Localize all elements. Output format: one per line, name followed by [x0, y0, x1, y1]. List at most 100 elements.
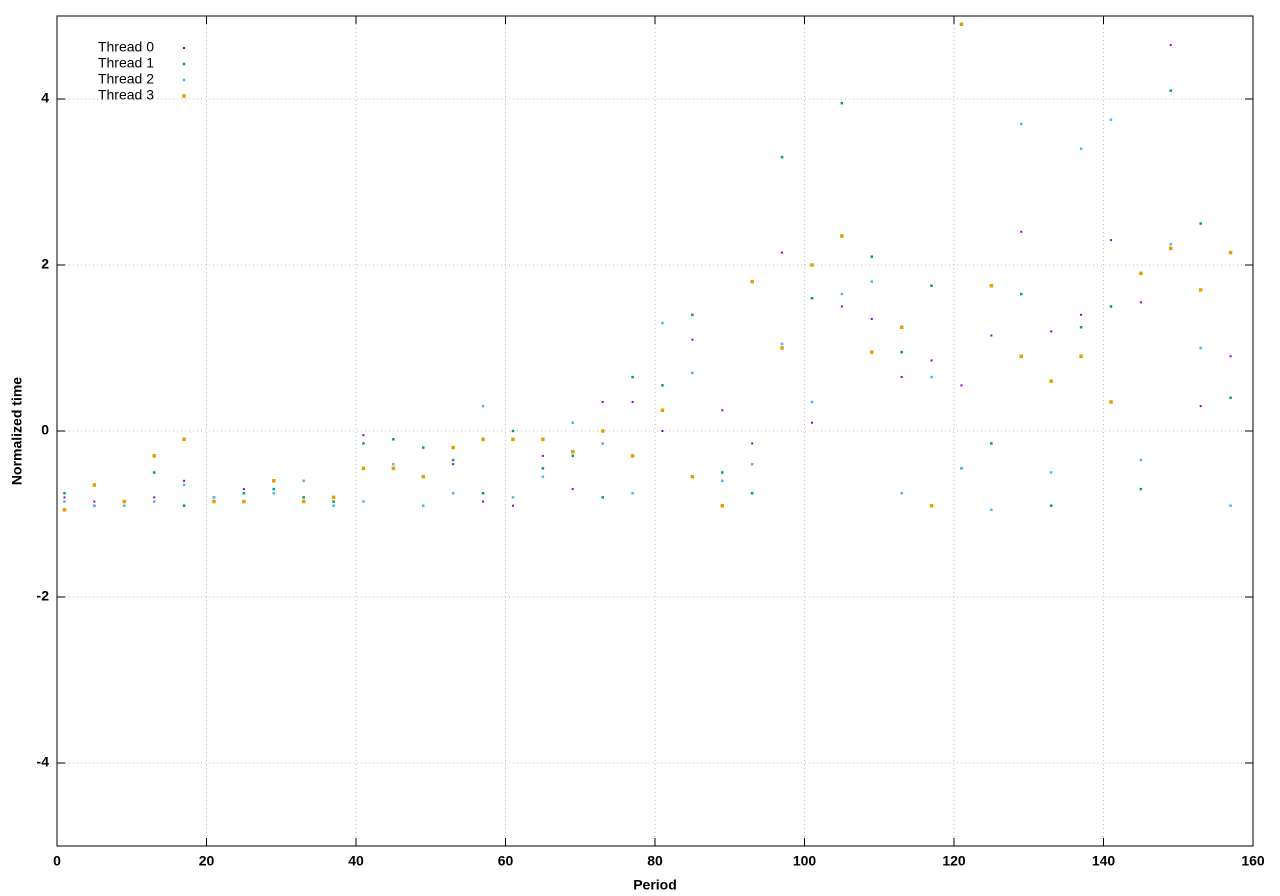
point [781, 251, 784, 254]
point [392, 462, 395, 466]
point [1169, 243, 1173, 246]
point [421, 474, 426, 479]
point [242, 488, 245, 491]
point [631, 375, 634, 379]
point [601, 400, 604, 403]
point [810, 421, 813, 424]
point [451, 458, 455, 462]
point [1049, 471, 1053, 474]
point [959, 22, 964, 27]
point [1228, 250, 1233, 255]
point [1049, 379, 1053, 383]
point [152, 471, 156, 474]
point [840, 234, 844, 238]
point [183, 479, 186, 482]
point [392, 438, 395, 441]
point [302, 496, 305, 499]
point [691, 313, 694, 317]
point [391, 466, 396, 471]
point [1109, 305, 1113, 308]
legend-label: Thread 1 [98, 55, 154, 71]
point [571, 454, 575, 458]
point [301, 499, 306, 504]
point [750, 279, 754, 284]
point [691, 338, 694, 341]
point [751, 442, 754, 445]
point [1139, 301, 1142, 304]
point [571, 450, 575, 454]
point [1109, 239, 1112, 242]
point [1169, 44, 1172, 47]
point [900, 350, 903, 354]
x-tick-label: 100 [793, 853, 817, 869]
legend-label: Thread 3 [98, 87, 154, 103]
legend-marker [182, 78, 186, 82]
point [541, 467, 545, 470]
point [152, 500, 156, 503]
point [541, 454, 544, 457]
point [511, 429, 515, 433]
point [601, 496, 604, 499]
point [362, 500, 365, 503]
point [123, 504, 126, 507]
point [1199, 346, 1202, 350]
point [571, 488, 574, 491]
point [511, 437, 515, 442]
x-tick-label: 120 [942, 853, 966, 869]
point [840, 305, 843, 308]
point [990, 508, 993, 512]
point [929, 503, 934, 508]
point [930, 375, 933, 379]
point [272, 479, 276, 483]
point [721, 409, 724, 412]
x-tick-label: 40 [348, 853, 364, 869]
point [571, 421, 575, 424]
point [721, 471, 724, 474]
point [541, 475, 545, 478]
y-axis-label: Normalized time [9, 377, 25, 485]
point [1139, 458, 1143, 462]
point [661, 430, 664, 432]
point [242, 499, 246, 504]
point [481, 492, 485, 495]
point [870, 350, 874, 354]
point [92, 483, 97, 487]
y-tick-label: 2 [41, 256, 49, 272]
point [153, 496, 156, 499]
point [870, 317, 873, 320]
point [1079, 147, 1083, 151]
legend-label: Thread 2 [98, 71, 154, 87]
point [780, 346, 784, 350]
point [1229, 355, 1232, 358]
point [631, 492, 634, 495]
point [661, 384, 664, 387]
x-tick-label: 140 [1092, 853, 1116, 869]
point [990, 334, 993, 337]
point [660, 408, 665, 412]
point [810, 296, 814, 300]
point [332, 504, 335, 507]
point [720, 503, 725, 508]
point [631, 400, 634, 403]
point [1169, 89, 1173, 92]
point [1139, 487, 1143, 491]
x-tick-label: 60 [498, 853, 514, 869]
plot-frame [56, 15, 1254, 847]
point [482, 500, 485, 503]
point [690, 474, 695, 479]
point [1079, 354, 1083, 359]
point [511, 504, 514, 507]
point [1139, 271, 1143, 276]
point [870, 280, 874, 283]
point [1109, 400, 1113, 404]
point [451, 492, 455, 495]
point [93, 500, 96, 503]
point [62, 508, 67, 512]
point [422, 446, 425, 449]
point [362, 434, 365, 437]
y-tick-label: -4 [37, 754, 50, 770]
point [1199, 222, 1202, 225]
point [272, 487, 276, 491]
point [481, 404, 485, 408]
